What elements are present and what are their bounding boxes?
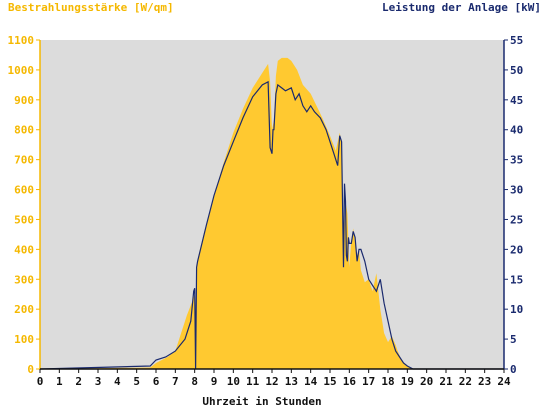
left-axis-title: Bestrahlungsstärke [W/qm] (8, 1, 174, 14)
x-tick-label: 1 (56, 375, 63, 388)
x-tick-label: 16 (343, 375, 357, 388)
x-tick-label: 19 (401, 375, 414, 388)
x-tick-label: 15 (323, 375, 336, 388)
x-tick-label: 6 (153, 375, 160, 388)
power-line (39, 80, 504, 370)
x-tick-label: 10 (227, 375, 240, 388)
y-left-tick-label: 100 (14, 333, 34, 346)
y-right-tick-label: 25 (510, 213, 523, 226)
y-right-tick-label: 45 (510, 94, 523, 107)
x-tick-label: 24 (497, 375, 511, 388)
x-tick-label: 14 (304, 375, 318, 388)
x-tick-label: 13 (285, 375, 298, 388)
x-tick-label: 2 (75, 375, 82, 388)
y-left-tick-label: 300 (14, 273, 34, 286)
x-axis-title: Uhrzeit in Stunden (202, 395, 321, 408)
y-left-tick-label: 200 (14, 303, 34, 316)
y-left-tick-label: 0 (27, 363, 34, 376)
y-left-tick-label: 1100 (8, 34, 35, 47)
irradiance-area (40, 57, 504, 370)
x-tick-label: 0 (37, 375, 44, 388)
x-tick-label: 18 (381, 375, 394, 388)
x-tick-label: 17 (362, 375, 375, 388)
y-left-tick-label: 800 (14, 124, 34, 137)
y-right-tick-label: 0 (510, 363, 517, 376)
y-left-tick-label: 700 (14, 154, 34, 167)
x-tick-label: 8 (191, 375, 198, 388)
y-left-tick-label: 900 (14, 94, 34, 107)
y-left-tick-label: 1000 (8, 64, 35, 77)
x-tick-label: 4 (114, 375, 121, 388)
y-right-tick-label: 40 (510, 124, 523, 137)
right-axis-title: Leistung der Anlage [kW] (382, 1, 541, 14)
x-tick-label: 9 (211, 375, 218, 388)
y-right-tick-label: 5 (510, 333, 517, 346)
x-tick-label: 20 (420, 375, 433, 388)
x-tick-label: 12 (265, 375, 278, 388)
y-right-tick-label: 10 (510, 303, 523, 316)
y-right-tick-label: 15 (510, 273, 523, 286)
y-right-tick-label: 50 (510, 64, 523, 77)
y-right-tick-label: 30 (510, 184, 523, 197)
x-tick-label: 5 (133, 375, 140, 388)
y-right-tick-label: 35 (510, 154, 523, 167)
x-tick-label: 3 (95, 375, 102, 388)
x-tick-label: 21 (439, 375, 453, 388)
y-right-tick-label: 55 (510, 34, 523, 47)
y-right-tick-label: 20 (510, 243, 523, 256)
y-left-tick-label: 600 (14, 184, 34, 197)
x-tick-label: 11 (246, 375, 260, 388)
x-tick-label: 22 (459, 375, 472, 388)
x-tick-label: 23 (478, 375, 491, 388)
y-left-tick-label: 500 (14, 213, 34, 226)
y-left-tick-label: 400 (14, 243, 34, 256)
x-tick-label: 7 (172, 375, 179, 388)
